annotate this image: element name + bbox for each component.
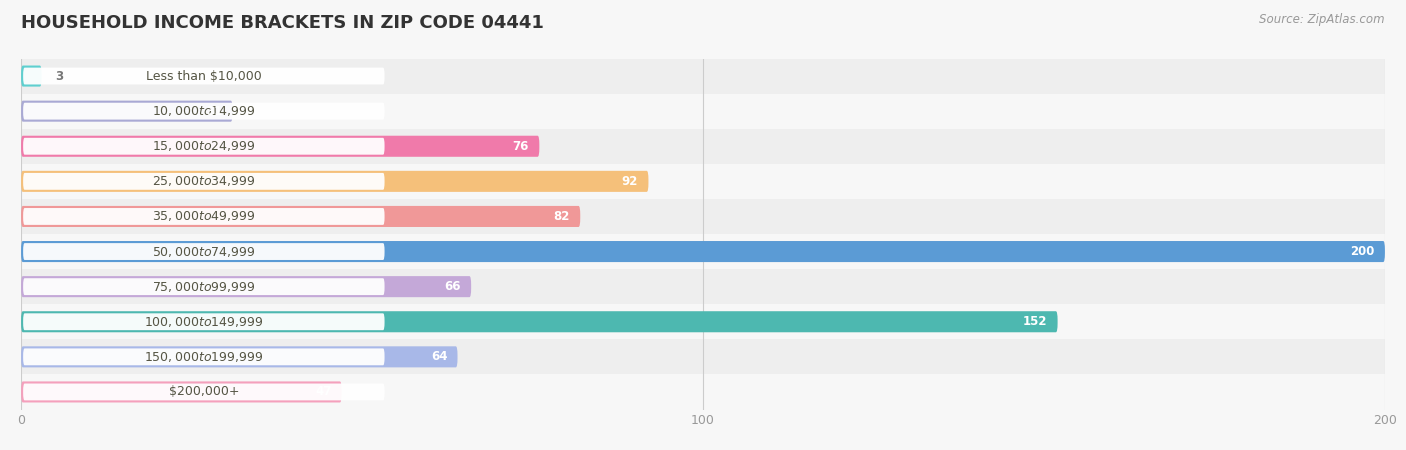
FancyBboxPatch shape xyxy=(21,276,471,297)
Text: $35,000 to $49,999: $35,000 to $49,999 xyxy=(152,209,256,224)
Bar xyxy=(21,94,1385,129)
Text: $15,000 to $24,999: $15,000 to $24,999 xyxy=(152,139,256,153)
Bar xyxy=(21,199,1385,234)
FancyBboxPatch shape xyxy=(22,313,385,330)
Text: $50,000 to $74,999: $50,000 to $74,999 xyxy=(152,244,256,259)
FancyBboxPatch shape xyxy=(22,68,385,85)
Text: $200,000+: $200,000+ xyxy=(169,386,239,398)
Bar xyxy=(21,304,1385,339)
FancyBboxPatch shape xyxy=(22,173,385,190)
Bar xyxy=(21,129,1385,164)
FancyBboxPatch shape xyxy=(21,346,457,367)
Text: 92: 92 xyxy=(621,175,638,188)
FancyBboxPatch shape xyxy=(22,278,385,295)
Bar xyxy=(21,374,1385,410)
Bar xyxy=(21,164,1385,199)
Bar xyxy=(21,269,1385,304)
Text: Source: ZipAtlas.com: Source: ZipAtlas.com xyxy=(1260,14,1385,27)
FancyBboxPatch shape xyxy=(21,66,42,86)
Text: $100,000 to $149,999: $100,000 to $149,999 xyxy=(145,315,263,329)
FancyBboxPatch shape xyxy=(22,138,385,155)
Bar xyxy=(21,339,1385,374)
Bar xyxy=(21,58,1385,94)
Text: 47: 47 xyxy=(315,386,332,398)
Text: 82: 82 xyxy=(554,210,569,223)
FancyBboxPatch shape xyxy=(21,206,581,227)
FancyBboxPatch shape xyxy=(22,243,385,260)
FancyBboxPatch shape xyxy=(22,383,385,400)
FancyBboxPatch shape xyxy=(21,311,1057,332)
Text: 200: 200 xyxy=(1350,245,1375,258)
FancyBboxPatch shape xyxy=(21,171,648,192)
Text: 66: 66 xyxy=(444,280,461,293)
FancyBboxPatch shape xyxy=(21,382,342,402)
Text: 152: 152 xyxy=(1022,315,1047,328)
Text: $75,000 to $99,999: $75,000 to $99,999 xyxy=(152,279,256,294)
FancyBboxPatch shape xyxy=(22,208,385,225)
Text: 76: 76 xyxy=(513,140,529,153)
FancyBboxPatch shape xyxy=(22,348,385,365)
Text: 31: 31 xyxy=(207,105,222,117)
Text: 3: 3 xyxy=(55,70,63,82)
Text: Less than $10,000: Less than $10,000 xyxy=(146,70,262,82)
FancyBboxPatch shape xyxy=(21,101,232,122)
Text: $25,000 to $34,999: $25,000 to $34,999 xyxy=(152,174,256,189)
FancyBboxPatch shape xyxy=(21,241,1385,262)
Text: 64: 64 xyxy=(430,351,447,363)
Text: $150,000 to $199,999: $150,000 to $199,999 xyxy=(145,350,263,364)
FancyBboxPatch shape xyxy=(22,103,385,120)
Text: $10,000 to $14,999: $10,000 to $14,999 xyxy=(152,104,256,118)
Bar xyxy=(21,234,1385,269)
FancyBboxPatch shape xyxy=(21,136,540,157)
Text: HOUSEHOLD INCOME BRACKETS IN ZIP CODE 04441: HOUSEHOLD INCOME BRACKETS IN ZIP CODE 04… xyxy=(21,14,544,32)
